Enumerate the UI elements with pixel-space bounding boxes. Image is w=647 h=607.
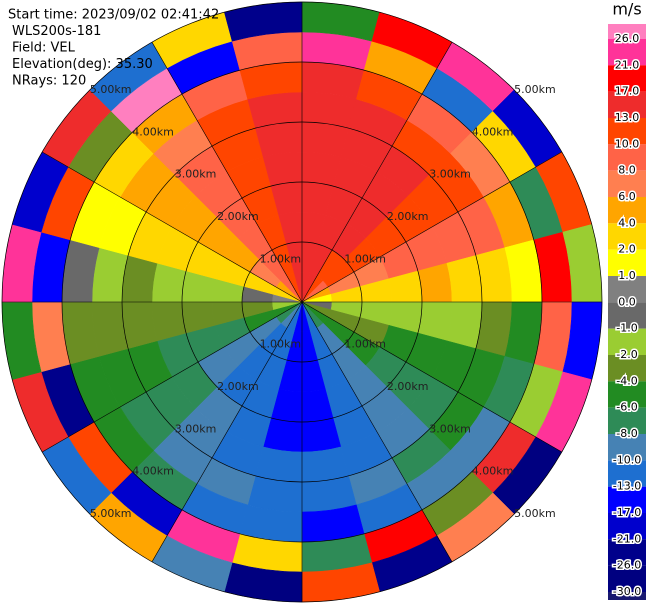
radial-line xyxy=(301,42,453,303)
colorbar-band xyxy=(608,328,646,355)
colorbar-tick-label: 4.0 xyxy=(618,216,636,229)
colorbar-band xyxy=(608,486,646,513)
ring-label: 1.00km xyxy=(260,337,302,350)
velocity-cell xyxy=(301,446,349,483)
ring-label: 3.00km xyxy=(175,168,217,181)
ring-label: 4.00km xyxy=(472,125,514,138)
radial-line xyxy=(151,301,303,562)
colorbar-tick-label: -10.0 xyxy=(613,453,641,466)
colorbar-tick-label: 6.0 xyxy=(618,190,636,203)
ring-label: 1.00km xyxy=(260,253,302,266)
colorbar-band xyxy=(608,460,646,487)
radial-line xyxy=(151,42,303,303)
velocity-cell xyxy=(446,301,483,349)
ring-label: 1.00km xyxy=(344,253,386,266)
colorbar-band xyxy=(608,276,646,303)
velocity-cell xyxy=(446,255,483,303)
ring-label: 5.00km xyxy=(514,507,556,520)
range-ring xyxy=(181,181,423,423)
colorbar-label: m/s xyxy=(612,0,641,19)
info-line: NRays: 120 xyxy=(12,74,86,89)
colorbar-tick-label: -21.0 xyxy=(613,532,641,545)
colorbar-band xyxy=(608,355,646,382)
radial-line xyxy=(301,301,453,562)
colorbar-tick-label: 2.0 xyxy=(618,243,636,256)
velocity-cell xyxy=(301,121,349,158)
colorbar-band xyxy=(608,91,646,118)
colorbar: m/s 26.0 21.0 17.0 13.0 10.0 8.0 6.0 4.0 2.0 1.0 0… xyxy=(608,0,646,600)
colorbar-tick-label: 26.0 xyxy=(615,32,640,45)
colorbar-band xyxy=(608,24,646,39)
ring-label: 4.00km xyxy=(472,465,514,478)
radial-line xyxy=(42,301,303,453)
colorbar-band xyxy=(608,565,646,592)
colorbar-band xyxy=(608,407,646,434)
colorbar-tick-label: -17.0 xyxy=(613,506,641,519)
ring-label: 4.00km xyxy=(132,465,174,478)
colorbar-tick-label: -6.0 xyxy=(616,401,637,414)
colorbar-band xyxy=(608,170,646,197)
radial-line xyxy=(301,301,562,453)
info-line: WLS200s-181 xyxy=(12,24,101,39)
ring-label: 3.00km xyxy=(429,422,471,435)
polar-grid xyxy=(1,1,603,603)
velocity-cell xyxy=(121,301,158,349)
colorbar-tick-label: 21.0 xyxy=(615,58,640,71)
velocity-cell xyxy=(255,121,303,158)
range-ring xyxy=(61,61,543,543)
colorbar-tick-label: -30.0 xyxy=(613,585,641,598)
ring-label: 4.00km xyxy=(132,125,174,138)
colorbar-tick-label: -8.0 xyxy=(616,427,637,440)
ring-label: 5.00km xyxy=(90,507,132,520)
ring-label: 2.00km xyxy=(217,210,259,223)
colorbar-tick-label: -4.0 xyxy=(616,374,637,387)
colorbar-band xyxy=(608,381,646,408)
colorbar-band xyxy=(608,249,646,276)
colorbar-tick-label: 10.0 xyxy=(615,137,640,150)
colorbar-band xyxy=(608,65,646,92)
ring-label: 5.00km xyxy=(514,83,556,96)
range-ring xyxy=(241,241,363,363)
info-line: Field: VEL xyxy=(12,41,76,56)
ring-label: 3.00km xyxy=(429,168,471,181)
radial-line xyxy=(301,151,562,303)
info-line: Start time: 2023/09/02 02:41:42 xyxy=(8,8,219,23)
info-line: Elevation(deg): 35.30 xyxy=(12,57,153,72)
ring-label: 5.00km xyxy=(90,83,132,96)
colorbar-tick-label: -1.0 xyxy=(616,322,637,335)
colorbar-tick-label: -26.0 xyxy=(613,559,641,572)
colorbar-band xyxy=(608,592,646,600)
colorbar-band xyxy=(608,223,646,250)
colorbar-tick-label: 13.0 xyxy=(615,111,640,124)
radial-line xyxy=(42,151,303,303)
range-ring xyxy=(1,1,603,603)
ring-label: 1.00km xyxy=(344,337,386,350)
ring-labels: 1.00km 1.00km 1.00km 1.00km 2.00km 2.00km 2.00… xyxy=(90,83,556,520)
colorbar-tick-label: 1.0 xyxy=(618,269,636,282)
radar-field xyxy=(1,1,603,603)
velocity-cell xyxy=(121,255,158,303)
colorbar-tick-label: -13.0 xyxy=(613,480,641,493)
colorbar-band xyxy=(608,539,646,566)
colorbar-band xyxy=(608,144,646,171)
colorbar-band xyxy=(608,118,646,145)
colorbar-tick-label: 8.0 xyxy=(618,164,636,177)
ring-label: 2.00km xyxy=(217,380,259,393)
colorbar-tick-label: 17.0 xyxy=(615,85,640,98)
colorbar-band xyxy=(608,513,646,540)
velocity-cell xyxy=(255,446,303,483)
colorbar-tick-label: 0.0 xyxy=(618,295,636,308)
ring-label: 2.00km xyxy=(387,210,429,223)
info-block: Start time: 2023/09/02 02:41:42WLS200s-1… xyxy=(8,8,219,89)
colorbar-tick-label: -2.0 xyxy=(616,348,637,361)
colorbar-band xyxy=(608,302,646,329)
colorbar-band xyxy=(608,434,646,461)
ring-label: 2.00km xyxy=(387,380,429,393)
ring-label: 3.00km xyxy=(175,422,217,435)
range-ring xyxy=(121,121,483,483)
colorbar-band xyxy=(608,39,646,66)
colorbar-band xyxy=(608,197,646,224)
